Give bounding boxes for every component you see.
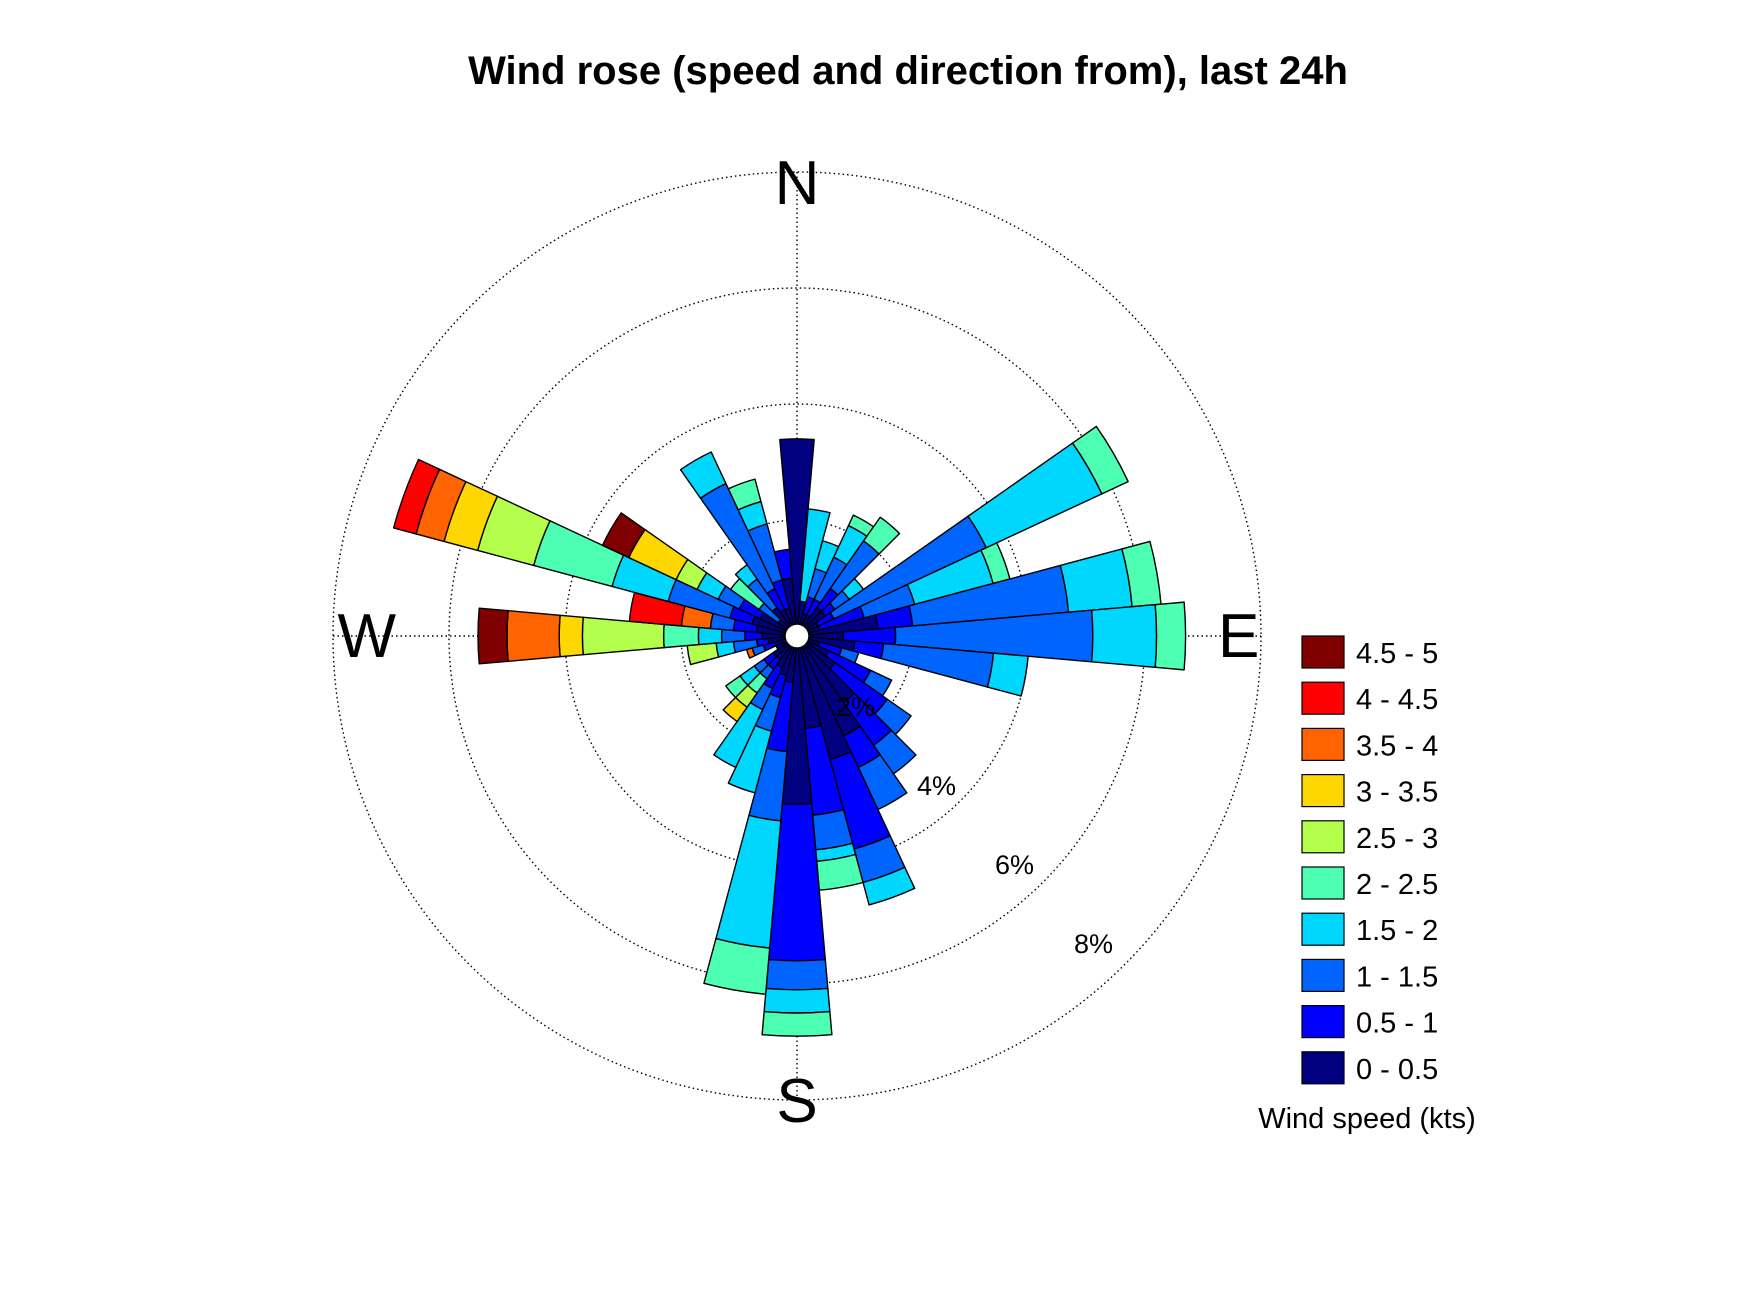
legend-label-8: 4 - 4.5: [1356, 684, 1438, 716]
bar-dir-80-bin-3: [1059, 548, 1133, 613]
ring-label-4: 4%: [917, 771, 956, 801]
legend-swatch-6: [1301, 773, 1345, 808]
legend-label-9: 4.5 - 5: [1356, 638, 1438, 670]
ring-label-6: 6%: [995, 850, 1034, 880]
legend-label-2: 1 - 1.5: [1356, 961, 1438, 993]
wind-rose-bars: [392, 425, 1187, 1037]
chart-title: Wind rose (speed and direction from), la…: [468, 49, 1348, 93]
bar-dir-200-bin-3: [727, 724, 773, 794]
legend-swatch-0: [1301, 1051, 1345, 1085]
bar-dir-270-bin-6: [558, 614, 584, 658]
cardinal-label-w: W: [337, 602, 396, 671]
bar-dir-270-bin-3: [697, 626, 723, 646]
legend: 4.5 - 5 4 - 4.5 3.5 - 4 3 - 3.5 2.5 - 3 2 - 2…: [1301, 635, 1438, 1086]
cardinal-label-s: S: [776, 1067, 817, 1136]
bar-dir-180-bin-4: [761, 1010, 833, 1037]
bar-dir-230-bin-4: [725, 675, 749, 699]
bar-dir-180-bin-2: [765, 958, 829, 991]
legend-label-4: 2 - 2.5: [1356, 869, 1438, 901]
ring-label-8: 8%: [1074, 929, 1113, 959]
bar-dir-60-bin-3: [967, 442, 1103, 549]
legend-swatch-8: [1301, 681, 1345, 715]
bar-dir-270-bin-7: [506, 610, 561, 662]
bar-dir-330-bin-3: [679, 451, 727, 499]
legend-label-0: 0 - 0.5: [1356, 1054, 1438, 1086]
cardinal-label-n: N: [775, 149, 820, 218]
bar-dir-160-bin-3: [862, 866, 916, 906]
bar-dir-270-bin-4: [662, 623, 700, 649]
legend-swatch-1: [1301, 1004, 1345, 1039]
bar-dir-350-bin-1: [773, 548, 793, 581]
legend-swatch-4: [1301, 866, 1345, 900]
bar-dir-260-bin-3: [715, 640, 737, 658]
ring-label-2: 2%: [836, 692, 875, 722]
legend-label-6: 3 - 3.5: [1356, 777, 1438, 809]
legend-swatch-2: [1301, 958, 1345, 993]
bar-dir-290-bin-8: [392, 458, 441, 535]
bar-dir-180-bin-3: [763, 987, 831, 1014]
legend-label-5: 2.5 - 3: [1356, 823, 1438, 855]
bar-dir-90-bin-3: [1090, 603, 1158, 669]
bar-dir-10-bin-3: [799, 508, 831, 604]
legend-swatch-9: [1301, 635, 1345, 669]
bar-dir-260-bin-5: [686, 642, 720, 666]
bar-dir-300-bin-9: [601, 512, 646, 559]
legend-label-3: 1.5 - 2: [1356, 915, 1438, 947]
legend-swatch-7: [1301, 727, 1345, 762]
bar-dir-220-bin-6: [722, 696, 748, 723]
bar-dir-210-bin-3: [713, 701, 764, 769]
legend-swatch-3: [1301, 912, 1345, 946]
bar-dir-340-bin-4: [727, 478, 762, 511]
bar-dir-190-bin-4: [703, 937, 771, 995]
bar-dir-270-bin-9: [477, 607, 509, 665]
center-hub: [784, 623, 810, 649]
bar-dir-0-bin-0: [779, 438, 815, 637]
bar-dir-100-bin-3: [986, 652, 1029, 697]
cardinal-label-e: E: [1218, 602, 1259, 671]
bar-dir-190-bin-3: [715, 814, 782, 949]
legend-title: Wind speed (kts): [1258, 1103, 1476, 1135]
bar-dir-60-bin-4: [1071, 425, 1129, 495]
legend-label-1: 0.5 - 1: [1356, 1008, 1438, 1040]
bar-dir-40-bin-4: [862, 516, 901, 555]
legend-label-7: 3.5 - 4: [1356, 730, 1438, 762]
legend-swatch-5: [1301, 820, 1345, 854]
bar-dir-90-bin-4: [1154, 601, 1187, 671]
